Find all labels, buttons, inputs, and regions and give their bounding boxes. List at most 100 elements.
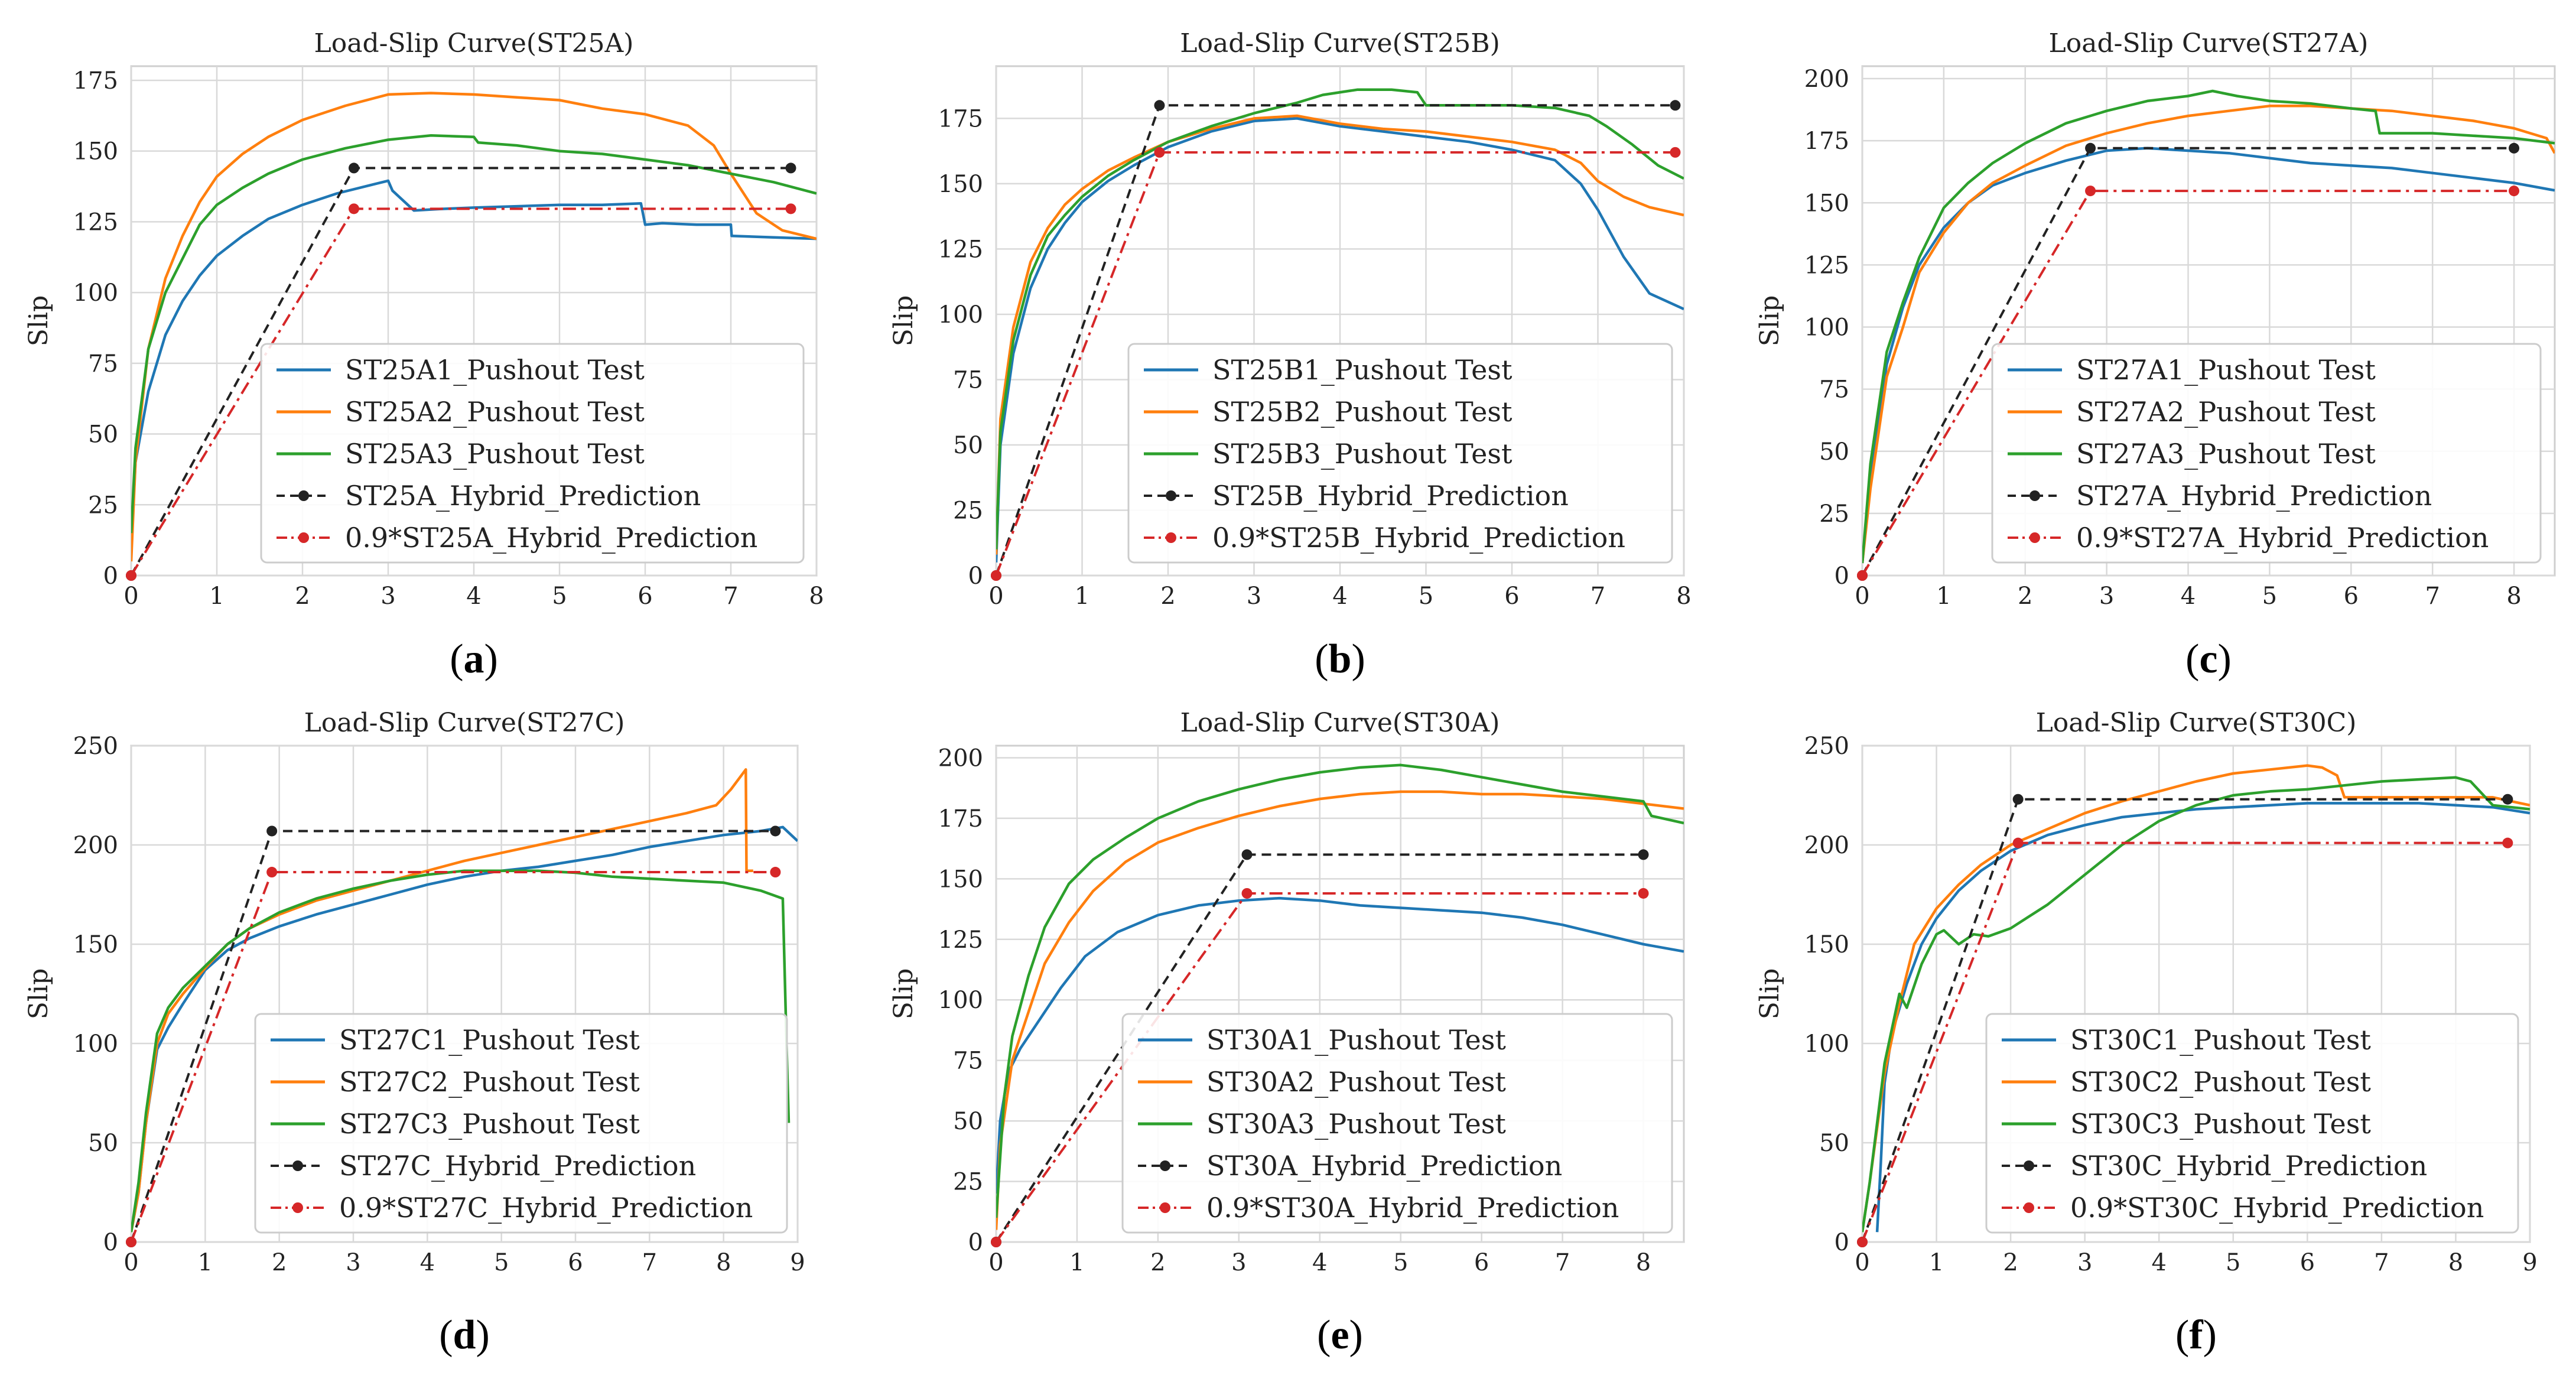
y-tick-label: 150 <box>1804 931 1849 958</box>
y-tick-label: 125 <box>73 209 118 236</box>
legend-label: ST30C_Hybrid_Prediction <box>2070 1150 2427 1182</box>
panel-caption-letter: e <box>1331 1312 1349 1358</box>
panel-caption-letter: d <box>453 1312 476 1358</box>
chart-title: Load-Slip Curve(ST25B) <box>1180 28 1500 58</box>
legend-label: ST30C3_Pushout Test <box>2070 1108 2371 1140</box>
y-tick-label: 125 <box>938 236 983 263</box>
y-axis-label: Slip <box>1755 295 1785 346</box>
panel-caption: (f) <box>2175 1312 2217 1358</box>
series-line-3 <box>996 763 1684 1218</box>
legend-label: ST25B3_Pushout Test <box>1212 438 1513 470</box>
series-marker <box>2085 186 2096 197</box>
y-tick-label: 125 <box>1804 252 1849 279</box>
series-line-1 <box>1862 147 2555 564</box>
panel-caption-letter: b <box>1329 636 1352 682</box>
x-tick-label: 2 <box>295 583 310 610</box>
legend-label: ST27C3_Pushout Test <box>339 1108 640 1140</box>
y-tick-label: 150 <box>1804 190 1849 217</box>
x-tick-label: 7 <box>723 583 738 610</box>
y-tick-label: 0 <box>103 1229 118 1256</box>
legend-label: ST25B2_Pushout Test <box>1212 396 1513 428</box>
y-tick-label: 0 <box>1835 1229 1849 1256</box>
y-tick-label: 150 <box>938 866 983 893</box>
legend-label: ST25A2_Pushout Test <box>345 396 645 428</box>
y-tick-label: 175 <box>1804 128 1849 155</box>
x-tick-label: 4 <box>2181 583 2196 610</box>
x-tick-label: 0 <box>123 1249 138 1276</box>
y-tick-label: 250 <box>73 733 118 760</box>
legend-label: ST27A_Hybrid_Prediction <box>2076 480 2432 512</box>
series-line-2 <box>1862 105 2555 564</box>
y-tick-label: 150 <box>73 138 118 165</box>
panel-caption-letter: f <box>2189 1312 2203 1358</box>
series-marker <box>785 162 796 174</box>
series-line-2 <box>131 92 817 562</box>
x-tick-label: 2 <box>2003 1249 2018 1276</box>
series-marker <box>2509 142 2520 154</box>
legend-marker <box>2029 532 2040 543</box>
legend-marker <box>1160 1202 1170 1213</box>
legend-label: ST25A3_Pushout Test <box>345 438 645 470</box>
legend-label: ST30A2_Pushout Test <box>1206 1066 1506 1098</box>
x-tick-label: 8 <box>2448 1249 2463 1276</box>
x-tick-label: 8 <box>716 1249 731 1276</box>
legend-label: ST30A3_Pushout Test <box>1206 1108 1506 1140</box>
panel-caption-letter: a <box>464 636 484 682</box>
series-marker <box>1638 849 1649 860</box>
legend-label: ST27A2_Pushout Test <box>2076 396 2376 428</box>
series-line-2 <box>131 768 753 1233</box>
series-line-2 <box>1862 764 2530 1233</box>
y-tick-label: 125 <box>938 926 983 954</box>
series-marker <box>991 1237 1001 1247</box>
legend-label: ST25B1_Pushout Test <box>1212 354 1513 386</box>
legend-box <box>1991 343 2542 564</box>
y-tick-label: 200 <box>73 832 118 859</box>
chart-panel-d: 0 1 2 3 4 5 6 7 8 9 0 50 100 150 200 250 Load-Slip Curve… <box>24 708 805 1358</box>
series-line-2 <box>996 790 1684 1230</box>
chart-title: Load-Slip Curve(ST25A) <box>314 28 634 58</box>
y-axis-label: Slip <box>24 295 54 346</box>
legend-label: 0.9*ST30A_Hybrid_Prediction <box>1206 1192 1619 1224</box>
x-tick-label: 6 <box>638 583 652 610</box>
x-tick-label: 0 <box>1855 583 1869 610</box>
series-line-1 <box>1875 802 2530 1233</box>
y-tick-label: 25 <box>953 497 983 524</box>
chart-title: Load-Slip Curve(ST27A) <box>2049 28 2369 58</box>
y-tick-label: 200 <box>1804 832 1849 859</box>
x-tick-label: 6 <box>1504 583 1519 610</box>
series-line-3 <box>1862 89 2555 564</box>
x-tick-label: 7 <box>2374 1249 2389 1276</box>
series-marker <box>349 162 359 174</box>
x-tick-label: 0 <box>988 1249 1003 1276</box>
panel-caption-letter: c <box>2199 636 2217 682</box>
x-tick-label: 6 <box>568 1249 583 1276</box>
x-tick-label: 5 <box>1419 583 1433 610</box>
legend-marker <box>1166 490 1176 501</box>
x-tick-label: 5 <box>552 583 567 610</box>
x-tick-label: 5 <box>494 1249 509 1276</box>
y-tick-label: 0 <box>968 563 983 590</box>
y-tick-label: 100 <box>1804 1030 1849 1058</box>
series-line-2 <box>996 114 1684 555</box>
x-tick-label: 3 <box>2077 1249 2092 1276</box>
x-tick-label: 4 <box>1332 583 1347 610</box>
legend-label: 0.9*ST27C_Hybrid_Prediction <box>339 1192 753 1224</box>
y-tick-label: 150 <box>73 931 118 958</box>
y-tick-label: 175 <box>73 67 118 95</box>
y-tick-label: 175 <box>938 105 983 132</box>
legend-label: 0.9*ST27A_Hybrid_Prediction <box>2076 522 2489 554</box>
x-tick-label: 7 <box>2425 583 2440 610</box>
legend-label: ST25A1_Pushout Test <box>345 354 645 386</box>
legend-marker <box>292 1202 303 1213</box>
x-tick-label: 8 <box>1676 583 1691 610</box>
x-tick-label: 1 <box>1075 583 1089 610</box>
series-marker <box>2012 794 2024 805</box>
legend-marker <box>2024 1160 2034 1171</box>
series-line-1 <box>996 117 1684 563</box>
y-tick-label: 50 <box>88 1130 118 1157</box>
legend-label: ST30A1_Pushout Test <box>1206 1024 1506 1056</box>
y-tick-label: 200 <box>1804 66 1849 93</box>
series-marker <box>1638 887 1649 899</box>
panel-caption: (c) <box>2185 636 2232 682</box>
chart-title: Load-Slip Curve(ST27C) <box>304 708 625 738</box>
